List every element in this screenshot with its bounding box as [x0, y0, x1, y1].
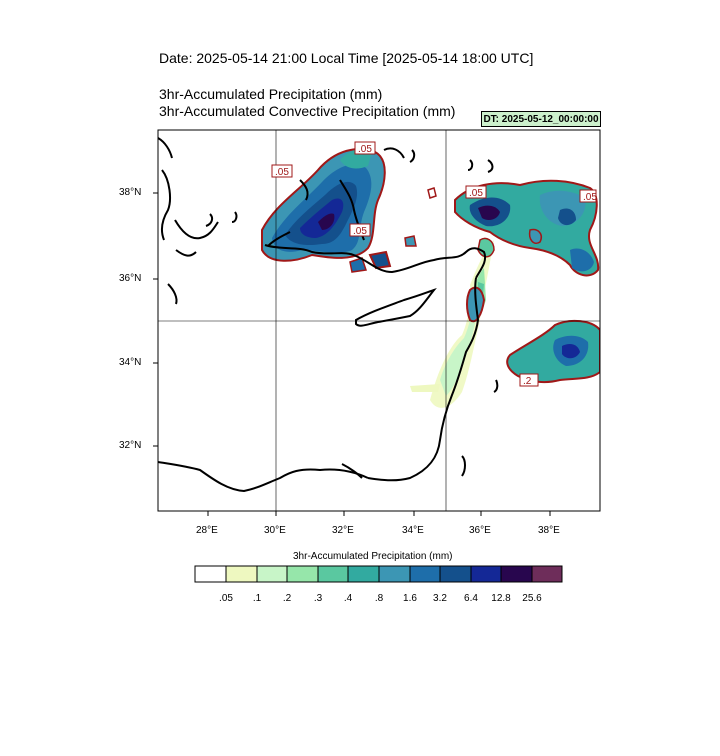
colorbar-box [378, 565, 411, 583]
contour-label: .05 [358, 144, 372, 155]
colorbar-box [256, 565, 288, 583]
colorbar-label: 1.6 [403, 593, 417, 604]
lat-label: 36°N [119, 273, 142, 284]
aegean-precip-cluster [261, 148, 437, 273]
colorbar-title: 3hr-Accumulated Precipitation (mm) [293, 551, 453, 562]
contour-label-boxes: .05 .05 .05 .05 .05 .2 [271, 141, 597, 387]
convective-precip-title: 3hr-Accumulated Convective Precipitation… [159, 103, 456, 119]
colorbar-box [317, 565, 349, 583]
contour-label: .2 [523, 376, 532, 387]
contour-label: .05 [275, 167, 289, 178]
colorbar-label: 25.6 [522, 593, 542, 604]
colorbar-label: .05 [219, 593, 233, 604]
colorbar-box [194, 565, 227, 583]
lon-label: 34°E [402, 525, 424, 536]
colorbar-box [286, 565, 319, 583]
dt-label-box: DT: 2025-05-12_00:00:00 [481, 111, 601, 127]
date-title: Date: 2025-05-14 21:00 Local Time [2025-… [159, 50, 534, 66]
lon-label: 36°E [469, 525, 491, 536]
map-content: .05 .05 .05 .05 .05 .2 [158, 130, 600, 511]
colorbar-label: .1 [252, 593, 262, 604]
tick-marks [153, 192, 551, 516]
lon-label: 32°E [332, 525, 354, 536]
lat-label: 32°N [119, 440, 142, 451]
colorbar-box [225, 565, 258, 583]
lat-label: 34°N [119, 357, 142, 368]
colorbar-box [347, 565, 380, 583]
colorbar-box [439, 565, 472, 583]
colorbar-label: 3.2 [433, 593, 447, 604]
grid-lines [158, 130, 600, 511]
east-precip-cluster [454, 179, 600, 277]
lat-label: 38°N [119, 187, 142, 198]
colorbar-label: .2 [282, 593, 292, 604]
lon-label: 28°E [196, 525, 218, 536]
colorbar-label: 12.8 [491, 593, 511, 604]
colorbar-box [531, 565, 563, 583]
colorbar-label: 6.4 [464, 593, 478, 604]
light-precip-area [410, 240, 494, 408]
contour-label: .05 [583, 192, 597, 203]
colorbar-label: .8 [374, 593, 384, 604]
colorbar-box [470, 565, 502, 583]
contour-label: .05 [469, 188, 483, 199]
lon-label: 38°E [538, 525, 560, 536]
colorbar-box [500, 565, 533, 583]
colorbar-label: .4 [343, 593, 353, 604]
contour-label: .05 [353, 226, 367, 237]
colorbar [194, 565, 563, 583]
precip-title: 3hr-Accumulated Precipitation (mm) [159, 86, 383, 102]
map-frame [157, 129, 601, 512]
lon-label: 30°E [264, 525, 286, 536]
colorbar-box [409, 565, 441, 583]
coastlines [158, 137, 499, 493]
northeast-lower-cluster [466, 237, 600, 384]
colorbar-label: .3 [313, 593, 323, 604]
